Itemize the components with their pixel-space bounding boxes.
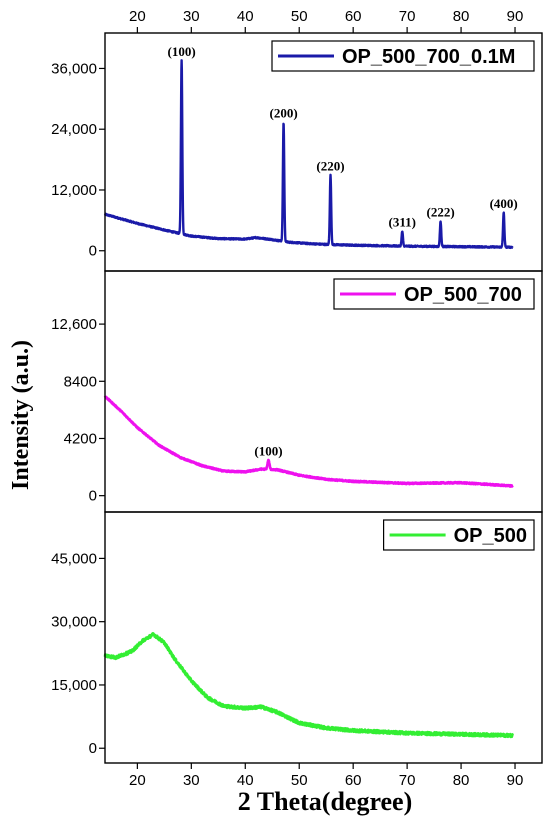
x-tick-label: 70: [399, 772, 416, 789]
y-tick-label: 4200: [64, 430, 97, 447]
legend-label: OP_500_700_0.1M: [342, 46, 515, 68]
y-tick-label: 0: [89, 740, 97, 757]
legend-3: OP_500: [383, 519, 535, 551]
top-x-tick-label: 80: [453, 8, 470, 25]
x-axis-title: 2 Theta(degree): [238, 787, 413, 816]
legend-1: OP_500_700_0.1M: [271, 40, 535, 72]
y-tick-label: 15,000: [51, 677, 97, 694]
legend-label: OP_500: [454, 525, 527, 547]
panel-2: (100) 0 4200 8400 12,600 OP_500_700: [51, 278, 535, 505]
top-x-tick-label: 60: [345, 8, 362, 25]
series-line-2: [103, 395, 514, 488]
x-tick-label: 20: [129, 772, 146, 789]
panel-frame: [104, 511, 543, 764]
panel-1: (100) (200) (220) (311) (222) (400) 0 12,000 24,…: [51, 40, 535, 260]
peak-label: (220): [316, 158, 344, 173]
peak-label: (100): [254, 443, 282, 458]
panels: (100) (200) (220) (311) (222) (400) 0 12,000 24,…: [51, 40, 535, 757]
series-line-1: [103, 59, 514, 250]
peak-label: (222): [426, 204, 454, 219]
legend-label: OP_500_700: [404, 284, 522, 306]
peak-label: (100): [168, 44, 196, 59]
peak-label: (200): [269, 106, 297, 121]
panel-3: 0 15,000 30,000 45,000 OP_500: [51, 519, 535, 757]
x-tick-label: 90: [507, 772, 524, 789]
top-x-tick-label: 40: [237, 8, 254, 25]
plot-frame: 20 30 40 50 60 70 80 90 20 30 40 50 60 70 80 90: [104, 8, 543, 789]
x-tick-label: 60: [345, 772, 362, 789]
y-tick-label: 30,000: [51, 614, 97, 631]
series-line-3: [103, 632, 514, 739]
top-x-tick-label: 70: [399, 8, 416, 25]
y-tick-label: 12,000: [51, 182, 97, 199]
legend-2: OP_500_700: [333, 278, 535, 310]
top-x-tick-label: 90: [507, 8, 524, 25]
x-tick-label: 30: [183, 772, 200, 789]
y-tick-label: 24,000: [51, 121, 97, 138]
top-x-tick-label: 20: [129, 8, 146, 25]
peak-label: (311): [389, 215, 416, 230]
y-tick-label: 0: [89, 488, 97, 505]
x-tick-label: 80: [453, 772, 470, 789]
y-tick-label: 36,000: [51, 60, 97, 77]
y-tick-label: 0: [89, 243, 97, 260]
top-x-tick-label: 30: [183, 8, 200, 25]
peak-label: (400): [490, 196, 518, 211]
x-tick-label: 50: [291, 772, 308, 789]
top-x-tick-label: 50: [291, 8, 308, 25]
y-axis-title: Intensity (a.u.): [8, 340, 34, 490]
y-tick-label: 12,600: [51, 316, 97, 333]
y-tick-label: 8400: [64, 373, 97, 390]
y-tick-label: 45,000: [51, 550, 97, 567]
x-tick-label: 40: [237, 772, 254, 789]
